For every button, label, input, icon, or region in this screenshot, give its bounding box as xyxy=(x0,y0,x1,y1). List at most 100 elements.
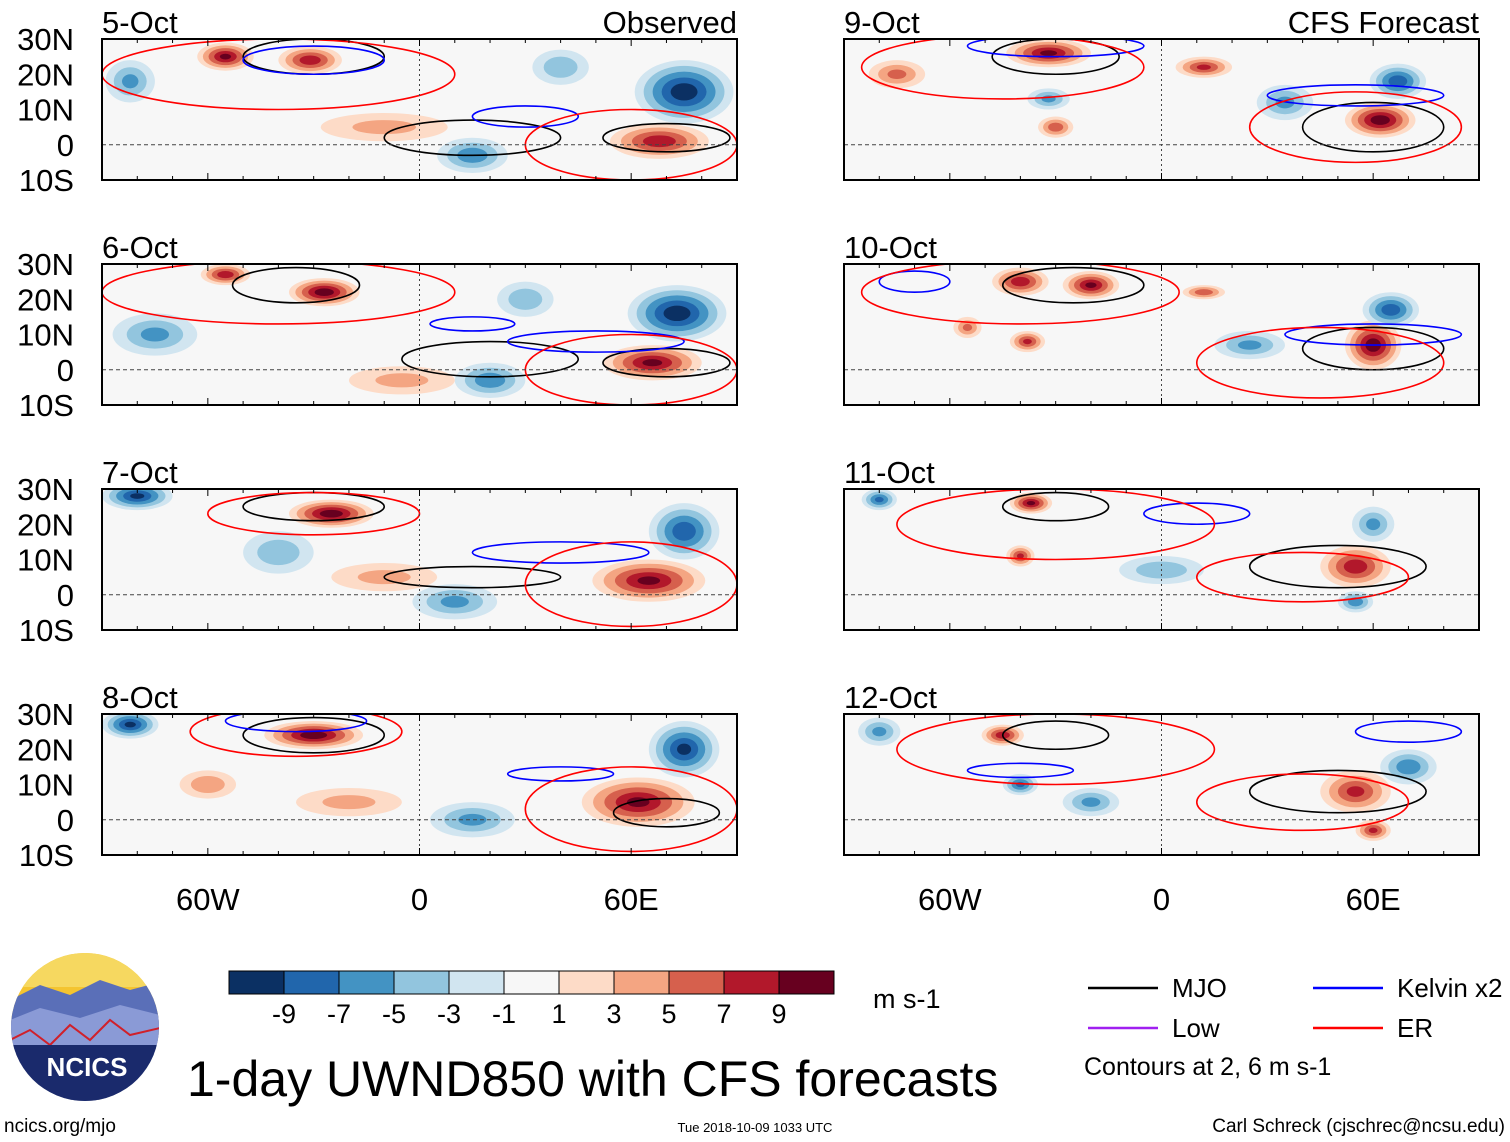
y-tick-label: 10N xyxy=(17,768,74,803)
y-tick-label: 30N xyxy=(17,22,74,57)
legend-label: ER xyxy=(1397,1013,1433,1043)
anomaly-shading xyxy=(1016,553,1024,559)
y-tick-label: 10S xyxy=(19,838,74,873)
anomaly-shading xyxy=(1381,303,1401,316)
er-contour xyxy=(102,39,456,111)
er-contour xyxy=(1195,326,1445,399)
mjo-contour xyxy=(383,119,562,157)
anomaly-shading xyxy=(1048,122,1064,132)
panel-date-label: 8-Oct xyxy=(102,680,178,715)
y-tick-label: 0 xyxy=(57,578,74,613)
kelvin-contour xyxy=(429,316,516,332)
anomaly-shading xyxy=(375,373,429,388)
colorbar-label: -3 xyxy=(437,999,461,1029)
units-label: m s-1 xyxy=(873,984,941,1014)
kelvin-contour xyxy=(1354,720,1463,743)
mjo-contour xyxy=(1301,101,1445,153)
legend-label: Kelvin x2 xyxy=(1397,973,1503,1003)
mjo-contour xyxy=(991,39,1120,76)
y-tick-label: 20N xyxy=(17,282,74,317)
colorbar-label: 9 xyxy=(771,999,786,1029)
anomaly-shading xyxy=(140,327,170,342)
y-tick-label: 30N xyxy=(17,697,74,732)
panel-date-label: 9-Oct xyxy=(844,5,920,40)
panel-date-label: 10-Oct xyxy=(844,230,937,265)
colorbar-swatch xyxy=(503,970,560,995)
map-panel: 11-Oct xyxy=(843,455,1480,631)
anomaly-shading xyxy=(1026,500,1036,506)
anomaly-shading xyxy=(1196,64,1211,70)
timestamp: Tue 2018-10-09 1033 UTC xyxy=(678,1120,833,1135)
anomaly-shading xyxy=(121,74,139,89)
colorbar-label: -1 xyxy=(492,999,516,1029)
anomaly-shading xyxy=(1396,759,1421,775)
kelvin-contour xyxy=(471,105,580,128)
anomaly-shading xyxy=(1237,340,1262,350)
y-tick-label: 20N xyxy=(17,507,74,542)
column-label: Observed xyxy=(603,5,737,40)
mjo-contour xyxy=(1301,326,1445,371)
anomaly-field xyxy=(860,39,1463,164)
legend-label: Low xyxy=(1172,1013,1220,1043)
anomaly-shading xyxy=(543,56,578,78)
anomaly-shading xyxy=(887,69,907,79)
anomaly-shading xyxy=(672,521,696,541)
x-tick-label: 60E xyxy=(1346,882,1401,917)
anomaly-shading xyxy=(1040,50,1058,56)
anomaly-shading xyxy=(1194,289,1213,296)
anomaly-shading xyxy=(124,721,136,728)
kelvin-contour xyxy=(1266,84,1445,107)
kelvin-contour xyxy=(1284,323,1463,346)
legend: MJO Kelvin x2 Low ER Contours at 2, 6 m s-1 xyxy=(1084,973,1503,1081)
kelvin-contour xyxy=(224,714,368,733)
x-tick-label: 60W xyxy=(176,882,240,917)
anomaly-shading xyxy=(1366,518,1381,531)
er-contour xyxy=(896,714,1216,786)
y-tick-label: 10S xyxy=(19,388,74,423)
er-contour xyxy=(1195,551,1410,603)
kelvin-contour xyxy=(471,541,650,564)
anomaly-shading xyxy=(1346,786,1365,797)
anomaly-shading xyxy=(190,776,225,793)
colorbar-swatch xyxy=(778,970,835,995)
kelvin-contour xyxy=(1143,502,1251,526)
colorbar-label: 1 xyxy=(551,999,566,1029)
y-tick-label: 30N xyxy=(17,472,74,507)
anomaly-shading xyxy=(299,55,321,65)
colorbar-swatch xyxy=(338,970,395,995)
logo-text: NCICS xyxy=(47,1052,128,1082)
anomaly-shading xyxy=(1010,276,1030,287)
anomaly-shading xyxy=(474,372,506,388)
er-contour xyxy=(1195,773,1410,832)
x-tick-label: 0 xyxy=(1153,882,1170,917)
anomaly-shading xyxy=(1368,827,1378,833)
colorbar-swatch xyxy=(393,970,450,995)
colorbar-label: 5 xyxy=(661,999,676,1029)
anomaly-shading xyxy=(1343,559,1368,574)
legend-label: MJO xyxy=(1172,973,1227,1003)
colorbar-label: 3 xyxy=(606,999,621,1029)
y-tick-label: 10N xyxy=(17,318,74,353)
anomaly-field xyxy=(102,39,737,180)
kelvin-contour xyxy=(506,766,615,782)
colorbar-swatch xyxy=(613,970,670,995)
anomaly-shading xyxy=(663,305,691,322)
anomaly-shading xyxy=(1081,797,1101,807)
anomaly-shading xyxy=(217,271,234,279)
panel-date-label: 6-Oct xyxy=(102,230,178,265)
anomaly-field xyxy=(102,489,737,628)
y-tick-label: 0 xyxy=(57,803,74,838)
kelvin-contour xyxy=(242,45,386,76)
anomaly-shading xyxy=(962,323,973,331)
colorbar-swatch xyxy=(283,970,340,995)
kelvin-contour xyxy=(506,330,685,353)
y-tick-label: 10N xyxy=(17,543,74,578)
mjo-contour xyxy=(1248,544,1427,589)
anomaly-shading xyxy=(440,595,469,608)
ncics-logo: NCICS xyxy=(11,953,159,1101)
er-contour xyxy=(1248,91,1463,164)
